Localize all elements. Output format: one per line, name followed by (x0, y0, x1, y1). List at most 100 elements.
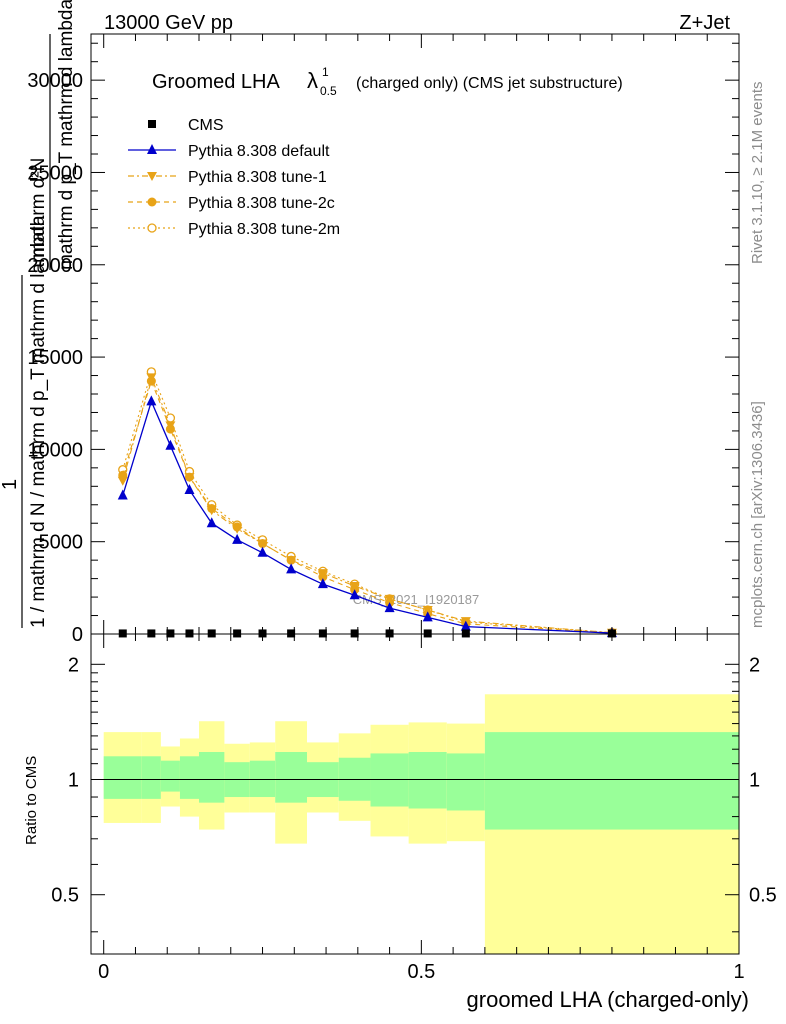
data-point-marker (146, 395, 157, 406)
data-point-marker (287, 629, 296, 638)
ratio-band-inner (141, 756, 161, 799)
ratio-bands (103, 694, 739, 954)
data-point-marker (147, 223, 157, 233)
mcplots-label: mcplots.cern.ch [arXiv:1306.3436] (749, 401, 766, 628)
data-point-marker (286, 556, 297, 566)
legend-label: Pythia 8.308 tune-1 (188, 169, 327, 186)
ratio-tick-label-right: 0.5 (749, 885, 777, 907)
series-line (122, 375, 612, 634)
data-point-marker (384, 594, 395, 604)
data-point-marker (422, 611, 433, 622)
data-point-marker (184, 473, 195, 483)
x-axis-label: groomed LHA (charged-only) (467, 987, 749, 1012)
y-tick-label: 25000 (27, 162, 83, 184)
plot-title: Groomed LHA λ 1 0.5 (charged only) (CMS … (152, 65, 623, 98)
ratio-tick-label: 1 (68, 770, 79, 792)
series-cms (118, 629, 616, 638)
title-suffix: (charged only) (CMS jet substructure) (356, 75, 623, 92)
data-point-marker (350, 629, 359, 638)
main-y-tick-labels: 0 5000 10000 15000 20000 25000 30000 (27, 70, 83, 646)
data-point-marker (147, 629, 156, 638)
data-point-marker (257, 539, 268, 549)
legend-item: Pythia 8.308 tune-1 (128, 169, 327, 186)
data-point-marker (349, 582, 360, 591)
ratio-plot-frame (90, 633, 740, 955)
data-point-marker (166, 629, 175, 638)
data-point-marker (118, 629, 127, 638)
data-point-marker (461, 629, 470, 638)
ratio-band-inner (408, 752, 447, 809)
data-point-marker (146, 373, 157, 383)
ratio-tick-label: 2 (68, 654, 79, 676)
data-point-marker (349, 589, 360, 600)
data-point-marker (423, 629, 432, 638)
title-symbol: λ (307, 68, 318, 93)
legend-item: CMS (148, 117, 224, 134)
x-tick-label: 0 (98, 961, 109, 983)
series-layer (117, 367, 617, 638)
data-point-marker (257, 546, 268, 557)
legend-item: Pythia 8.308 tune-2m (128, 221, 340, 238)
process-label: Z+Jet (679, 12, 730, 34)
ylabel-full: 1 / mathrm d N / mathrm d p_T mathrm d l… (28, 215, 49, 628)
data-point-marker (286, 563, 297, 574)
series-pythia-8-308-default (117, 395, 617, 638)
data-point-marker (147, 197, 157, 207)
y-tick-label: 10000 (27, 439, 83, 461)
data-point-marker (232, 533, 243, 544)
data-point-marker (147, 172, 157, 181)
y-tick-label: 0 (72, 624, 83, 646)
data-point-marker (117, 476, 128, 486)
data-point-marker (384, 602, 395, 613)
y-tick-label: 5000 (39, 532, 84, 554)
title-subscript: 0.5 (320, 84, 337, 98)
energy-label: 13000 GeV pp (104, 12, 233, 34)
legend: CMS Pythia 8.308 default Pythia 8.308 tune… (128, 117, 340, 238)
ratio-band-inner (484, 732, 739, 830)
y-tick-label: 20000 (27, 255, 83, 277)
legend-item: Pythia 8.308 tune-2c (128, 195, 335, 212)
ratio-band-inner (446, 753, 485, 811)
legend-label: CMS (188, 117, 224, 134)
rivet-label: Rivet 3.1.10, ≥ 2.1M events (749, 82, 766, 265)
ratio-y-ticks (91, 663, 739, 933)
ylabel-one: 1 (0, 479, 21, 490)
series-pythia-8-308-tune-1 (117, 373, 617, 638)
data-point-marker (185, 629, 194, 638)
data-point-marker (317, 578, 328, 589)
watermark: CMS_2021_I1920187 (353, 592, 480, 607)
ylabel-denominator: mathrm d p_T mathrm d lambda (56, 0, 77, 270)
ratio-band-inner (199, 752, 225, 803)
data-point-marker (165, 439, 176, 450)
data-point-marker (206, 506, 217, 516)
legend-label: Pythia 8.308 tune-2m (188, 221, 340, 238)
series-line (122, 399, 612, 634)
ratio-band-inner (249, 760, 276, 798)
data-point-marker (233, 629, 242, 638)
x-tick-label: 1 (733, 961, 744, 983)
data-point-marker (422, 606, 433, 615)
x-ticks (103, 34, 740, 954)
data-point-marker (165, 421, 176, 431)
ratio-band-inner (103, 756, 142, 799)
ratio-band-inner (179, 756, 199, 799)
legend-label: Pythia 8.308 tune-2c (188, 195, 335, 212)
ratio-tick-label-right: 2 (749, 654, 760, 676)
data-point-marker (460, 620, 471, 631)
title-main: Groomed LHA (152, 71, 280, 93)
data-point-marker (147, 144, 157, 154)
y-tick-label: 30000 (27, 70, 83, 92)
title-superscript: 1 (322, 65, 329, 79)
data-point-marker (148, 120, 156, 128)
data-point-marker (232, 524, 243, 534)
data-point-marker (318, 629, 327, 638)
x-tick-labels: 0 0.5 1 (98, 961, 744, 983)
data-point-marker (206, 517, 217, 528)
ratio-band-inner (275, 752, 307, 803)
main-ylabel: mathrm d²N mathrm d p_T mathrm d lambda … (0, 0, 77, 628)
main-y-ticks (91, 42, 739, 635)
ratio-ylabel: Ratio to CMS (23, 756, 40, 845)
ratio-tick-label: 0.5 (51, 885, 79, 907)
y-tick-label: 15000 (27, 347, 83, 369)
